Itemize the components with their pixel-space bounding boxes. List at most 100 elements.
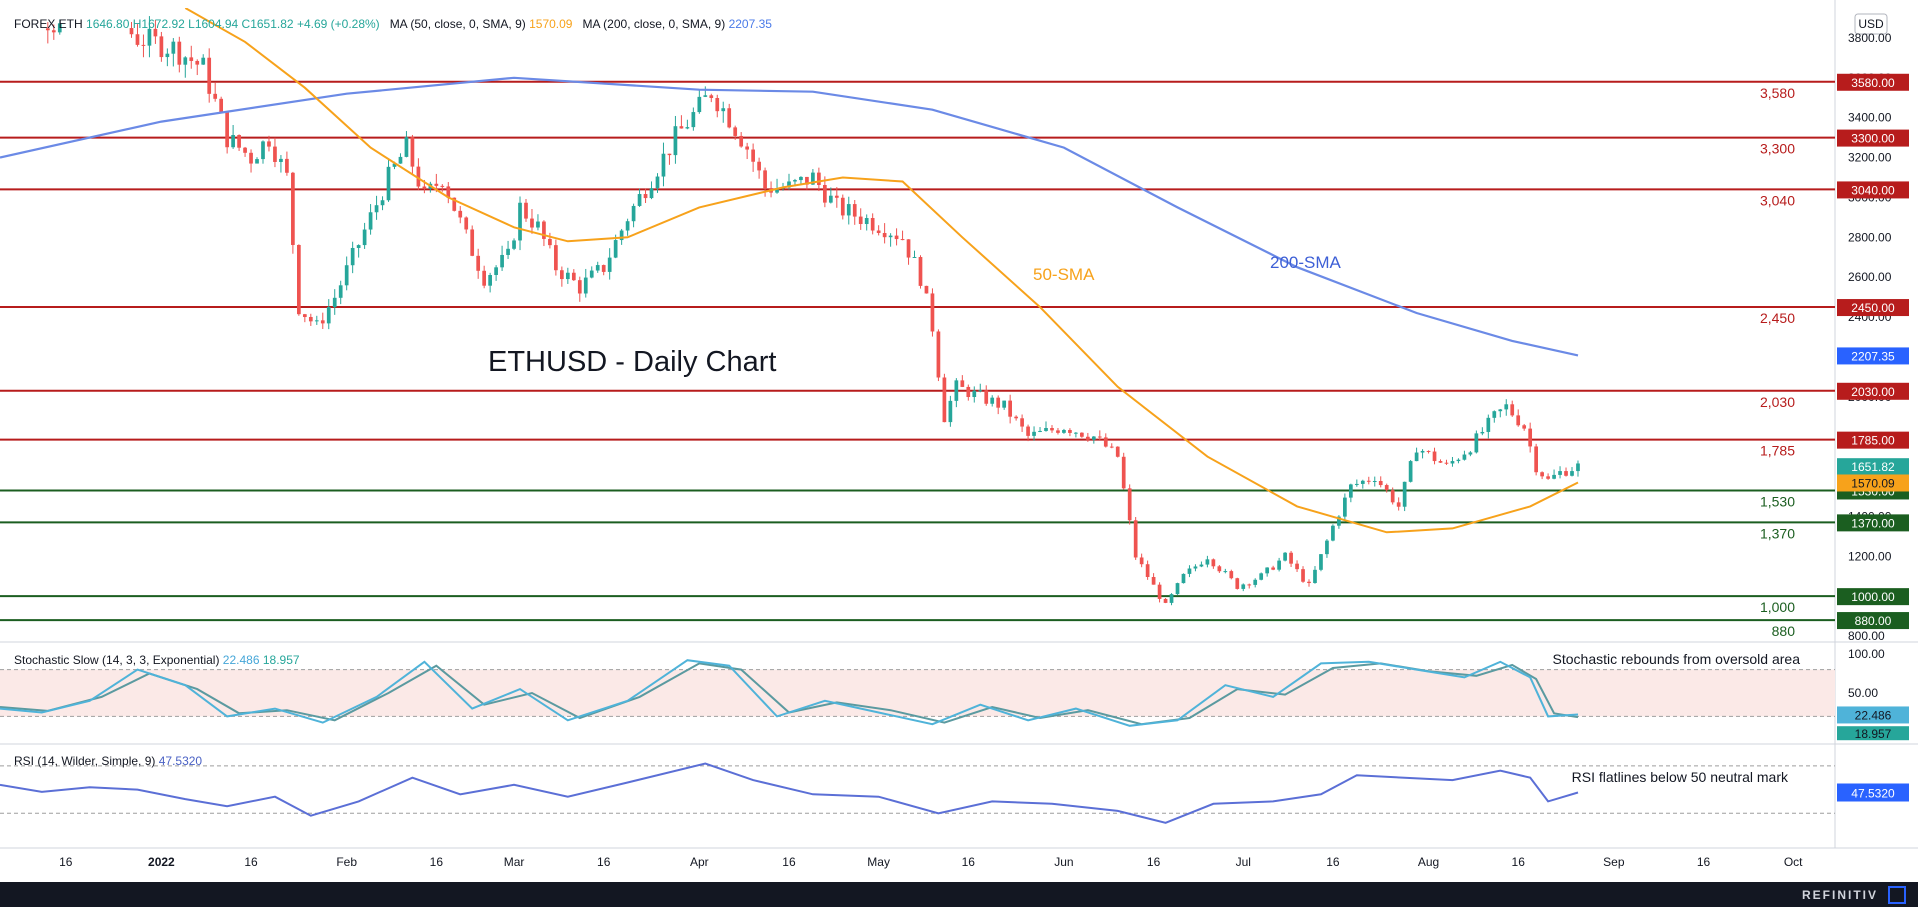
price-tag xyxy=(1837,474,1909,492)
candle-body xyxy=(1325,540,1329,555)
level-tag-label: 3300.00 xyxy=(1851,132,1895,146)
candle-body xyxy=(1074,432,1078,434)
sma200-annotation: 200-SMA xyxy=(1270,253,1342,272)
candle-body xyxy=(1181,573,1186,584)
candle-body xyxy=(314,320,319,322)
candle-body xyxy=(1115,446,1120,457)
candle-body xyxy=(219,98,224,113)
candle-body xyxy=(954,380,959,401)
sma50-annotation: 50-SMA xyxy=(1033,265,1095,284)
price-tag xyxy=(1837,347,1909,365)
candle-body xyxy=(135,34,140,45)
candle-body xyxy=(607,257,612,272)
candle-body xyxy=(1097,436,1102,438)
candle-body xyxy=(882,232,887,238)
candle-body xyxy=(834,195,839,198)
candle-body xyxy=(1402,481,1407,507)
level-tag xyxy=(1837,588,1909,606)
candle-body xyxy=(823,185,827,203)
candle-body xyxy=(45,28,50,31)
candle-body xyxy=(326,307,331,324)
candle-body xyxy=(763,170,767,189)
candle-body xyxy=(1420,450,1425,453)
rsi-legend: RSI (14, Wilder, Simple, 9) 47.5320 xyxy=(14,754,202,768)
candle-body xyxy=(799,176,803,181)
candle-body xyxy=(1343,497,1347,517)
candle-body xyxy=(356,245,361,248)
level-tag-label: 1000.00 xyxy=(1851,590,1895,604)
ma50-label: MA (50, close, 0, SMA, 9) xyxy=(389,17,526,31)
level-label: 880 xyxy=(1772,623,1796,639)
candle-body xyxy=(1414,452,1419,462)
candle-body xyxy=(858,216,863,225)
candle-body xyxy=(165,53,170,58)
candle-body xyxy=(966,386,971,398)
candle-body xyxy=(1307,581,1311,584)
candle-body xyxy=(906,239,911,258)
candle-body xyxy=(984,390,989,404)
candle-body xyxy=(1564,471,1568,476)
candle-body xyxy=(1014,416,1018,419)
candle-body xyxy=(924,285,929,294)
candle-body xyxy=(942,377,947,423)
candle-body xyxy=(1271,567,1275,570)
candle-body xyxy=(297,244,301,315)
x-tick-label: May xyxy=(867,855,890,869)
candle-body xyxy=(530,218,534,228)
candle-body xyxy=(1008,400,1012,417)
candle-body xyxy=(171,41,176,54)
candle-body xyxy=(1038,430,1042,432)
candle-body xyxy=(177,41,182,65)
candle-body xyxy=(1277,560,1281,570)
candle-body xyxy=(386,166,391,201)
stochastic-k-tag-label: 22.486 xyxy=(1855,708,1892,722)
candle-body xyxy=(189,57,194,61)
candle-body xyxy=(1474,433,1479,453)
candle-body xyxy=(51,30,56,33)
high-value: H1672.92 xyxy=(132,17,185,31)
symbol-label: FOREX ETH xyxy=(14,17,83,31)
candle-body xyxy=(918,256,923,286)
candle-body xyxy=(876,230,881,233)
level-label: 3,300 xyxy=(1760,141,1795,157)
candle-body xyxy=(631,205,636,222)
candle-body xyxy=(57,23,62,33)
candle-body xyxy=(1378,480,1383,486)
candle-body xyxy=(548,238,552,246)
candle-body xyxy=(709,95,714,99)
candle-body xyxy=(1522,425,1527,429)
candle-body xyxy=(739,135,744,147)
candle-body xyxy=(1032,431,1036,436)
sma200-line xyxy=(0,76,1579,357)
candle-body xyxy=(542,221,546,239)
candle-body xyxy=(506,248,510,255)
footer-bar xyxy=(0,882,1918,907)
chart-title: ETHUSD - Daily Chart xyxy=(488,346,776,378)
candle-body xyxy=(1068,429,1072,433)
candle-body xyxy=(1319,554,1323,570)
candle-body xyxy=(320,320,325,324)
candle-body xyxy=(1247,584,1252,586)
candle-body xyxy=(1080,432,1084,437)
candle-body xyxy=(667,153,672,156)
candle-body xyxy=(948,400,953,423)
candle-body xyxy=(978,390,983,392)
price-tag-label: 1651.82 xyxy=(1851,460,1895,474)
candle-body xyxy=(870,218,875,231)
candle-body xyxy=(1241,584,1246,589)
stochastic-label: Stochastic Slow (14, 3, 3, Exponential) xyxy=(14,653,220,667)
y-tick-label: 2600.00 xyxy=(1848,270,1892,284)
rsi-tag xyxy=(1837,783,1909,802)
candle-body xyxy=(1504,404,1509,410)
candle-body xyxy=(828,195,833,203)
chart-svg[interactable]: USD800.001000.001200.001400.001600.00180… xyxy=(0,0,1918,882)
candle-body xyxy=(787,181,791,188)
candle-body xyxy=(255,159,259,164)
candle-body xyxy=(1145,564,1150,577)
currency-label: USD xyxy=(1858,17,1884,31)
stochastic-d-value: 18.957 xyxy=(262,653,300,667)
y-tick-label: 3800.00 xyxy=(1848,31,1892,45)
candle-body xyxy=(159,36,164,58)
candle-body xyxy=(1486,417,1491,432)
brand-mark-icon xyxy=(1888,886,1906,904)
